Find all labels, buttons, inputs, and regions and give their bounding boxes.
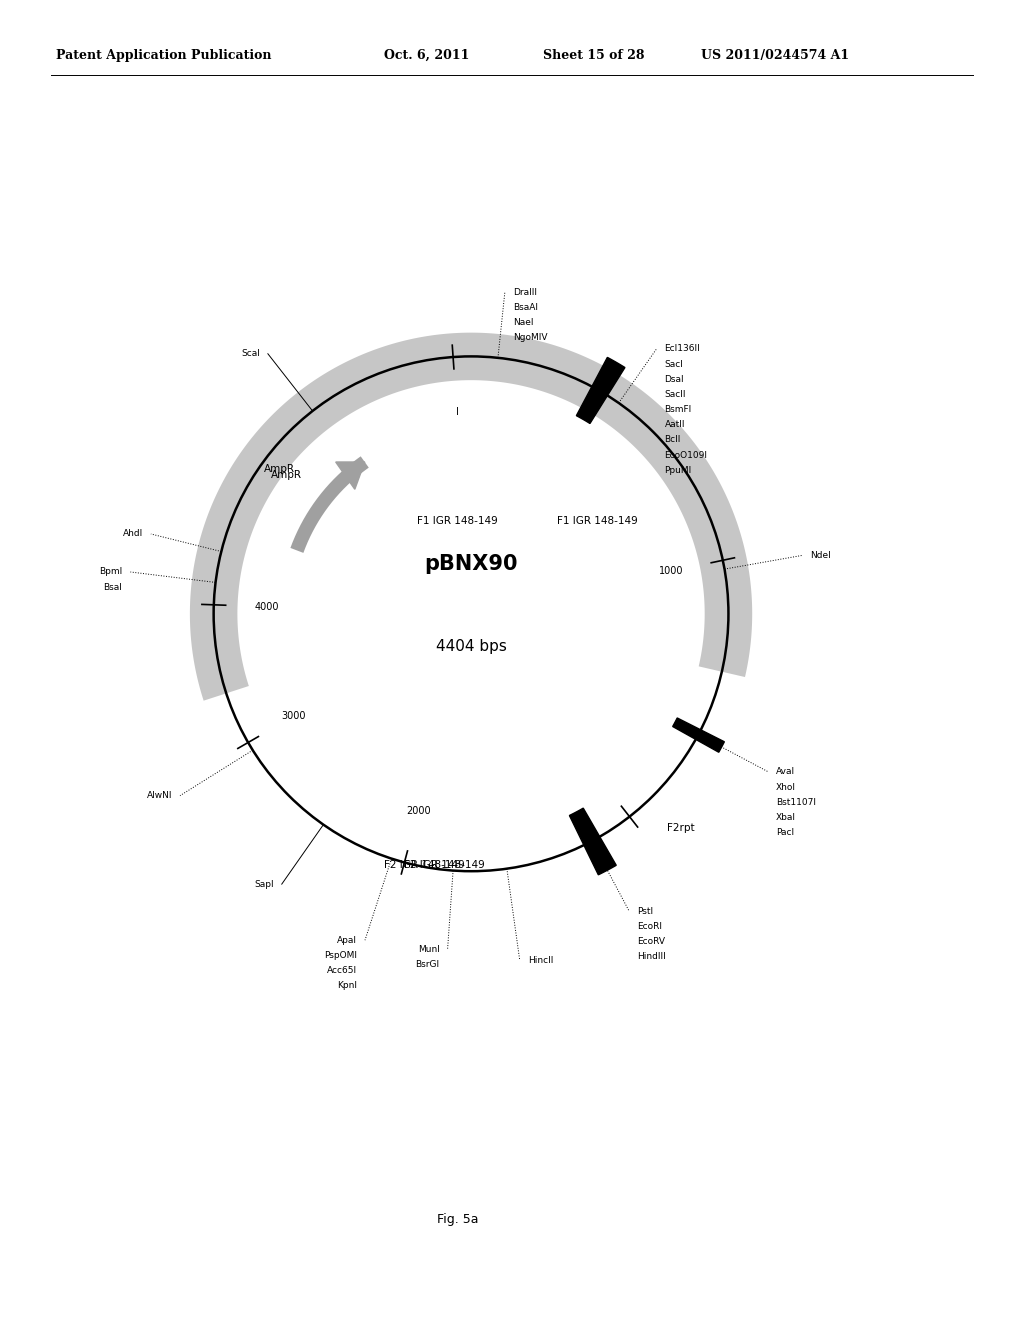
Text: AmpR: AmpR (270, 470, 302, 480)
Text: I: I (456, 408, 459, 417)
Polygon shape (577, 358, 625, 424)
Text: SapI: SapI (254, 879, 273, 888)
Text: BsaAI: BsaAI (513, 302, 538, 312)
Text: BclI: BclI (665, 436, 681, 445)
Text: AhdI: AhdI (123, 529, 143, 539)
Text: F2rpt: F2rpt (667, 824, 694, 833)
Text: F2 IGR 148-149: F2 IGR 148-149 (404, 859, 485, 870)
Text: Sheet 15 of 28: Sheet 15 of 28 (543, 49, 644, 62)
Polygon shape (189, 333, 753, 701)
Text: Oct. 6, 2011: Oct. 6, 2011 (384, 49, 469, 62)
Text: BpmI: BpmI (99, 568, 123, 577)
Text: PspOMI: PspOMI (324, 950, 357, 960)
Polygon shape (673, 718, 724, 752)
Text: NgoMIV: NgoMIV (513, 333, 547, 342)
Text: 4404 bps: 4404 bps (435, 639, 507, 655)
Text: MunI: MunI (418, 945, 439, 954)
Text: ApaI: ApaI (337, 936, 357, 945)
Text: EcoRI: EcoRI (637, 921, 662, 931)
Text: XhoI: XhoI (776, 783, 797, 792)
Text: BsmFI: BsmFI (665, 405, 691, 414)
Text: HindIII: HindIII (637, 952, 666, 961)
Text: BsrGI: BsrGI (416, 960, 439, 969)
Text: F2 IGR 148-149: F2 IGR 148-149 (384, 859, 465, 870)
Text: XbaI: XbaI (776, 813, 797, 822)
Text: EcoO109I: EcoO109I (665, 450, 708, 459)
Text: SacII: SacII (665, 389, 686, 399)
Text: SacI: SacI (665, 359, 683, 368)
Text: PacI: PacI (776, 828, 795, 837)
Text: Patent Application Publication: Patent Application Publication (56, 49, 271, 62)
Text: Fig. 5a: Fig. 5a (437, 1213, 478, 1226)
Polygon shape (569, 808, 616, 875)
Text: 4000: 4000 (254, 602, 279, 611)
Text: BsaI: BsaI (103, 582, 123, 591)
Text: F1 IGR 148-149: F1 IGR 148-149 (418, 516, 499, 527)
Text: KpnI: KpnI (337, 981, 357, 990)
Text: NdeI: NdeI (810, 550, 831, 560)
Text: ScaI: ScaI (241, 350, 260, 358)
Text: PpuMI: PpuMI (665, 466, 691, 475)
Text: pBNX90: pBNX90 (424, 553, 518, 574)
Text: F1 IGR 148-149: F1 IGR 148-149 (557, 516, 638, 527)
Text: NaeI: NaeI (513, 318, 534, 327)
Text: PstI: PstI (637, 907, 653, 916)
Text: AmpR: AmpR (264, 463, 295, 474)
Text: Bst1107I: Bst1107I (776, 797, 816, 807)
Text: AatII: AatII (665, 420, 685, 429)
Text: HincII: HincII (527, 956, 553, 965)
Text: Ecl136II: Ecl136II (665, 345, 700, 354)
Text: AlwNI: AlwNI (146, 791, 172, 800)
Text: DraIII: DraIII (513, 288, 537, 297)
Polygon shape (336, 462, 365, 490)
Text: EcoRV: EcoRV (637, 937, 665, 946)
Text: AvaI: AvaI (776, 767, 796, 776)
Text: Acc65I: Acc65I (327, 966, 357, 975)
Text: 2000: 2000 (406, 807, 430, 817)
Text: 1000: 1000 (658, 566, 683, 577)
Text: US 2011/0244574 A1: US 2011/0244574 A1 (701, 49, 850, 62)
Text: DsaI: DsaI (665, 375, 684, 384)
Text: 3000: 3000 (282, 711, 306, 721)
